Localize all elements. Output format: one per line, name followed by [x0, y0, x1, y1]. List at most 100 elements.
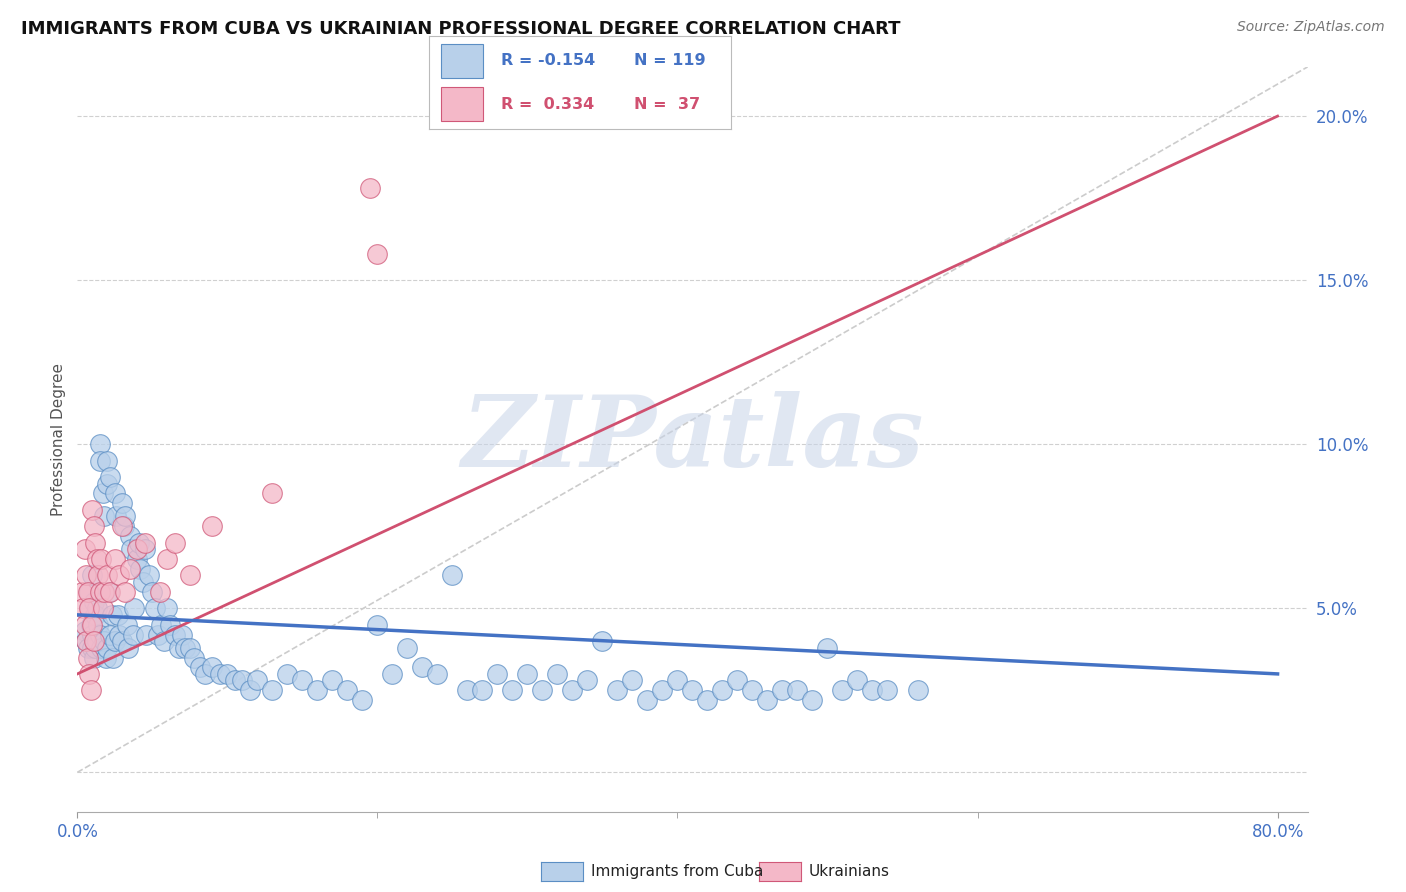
Point [772, 683, 794, 698]
Point [846, 673, 869, 688]
Point [321, 673, 343, 688]
Point [96, 640, 118, 655]
Point [149, 585, 172, 599]
Point [651, 683, 673, 698]
Point [194, 667, 217, 681]
Point [128, 535, 150, 549]
Point [87, 568, 110, 582]
Point [111, 634, 134, 648]
Point [727, 673, 749, 688]
Point [262, 683, 284, 698]
Text: R =  0.334: R = 0.334 [502, 96, 595, 112]
Point [163, 627, 186, 641]
Point [456, 683, 478, 698]
Point [120, 542, 142, 557]
Point [96, 568, 118, 582]
Point [98, 627, 121, 641]
Point [73, 542, 96, 557]
Point [696, 693, 718, 707]
Point [239, 683, 262, 698]
Point [246, 673, 269, 688]
Point [75, 634, 97, 648]
Point [84, 607, 107, 622]
Point [111, 496, 134, 510]
Point [73, 617, 96, 632]
Point [486, 667, 509, 681]
Point [141, 585, 163, 599]
Point [80, 617, 103, 632]
Point [366, 247, 388, 261]
Point [93, 509, 115, 524]
Text: Source: ZipAtlas.com: Source: ZipAtlas.com [1237, 20, 1385, 34]
Text: IMMIGRANTS FROM CUBA VS UKRAINIAN PROFESSIONAL DEGREE CORRELATION CHART: IMMIGRANTS FROM CUBA VS UKRAINIAN PROFES… [21, 20, 901, 37]
Point [98, 470, 121, 484]
Point [217, 667, 239, 681]
Point [231, 673, 253, 688]
Point [108, 568, 131, 582]
Point [134, 542, 156, 557]
Point [127, 542, 149, 557]
Point [76, 640, 98, 655]
Point [359, 181, 381, 195]
Point [531, 683, 554, 698]
Point [90, 552, 112, 566]
Point [159, 617, 181, 632]
Point [179, 640, 201, 655]
Point [94, 650, 117, 665]
Point [208, 667, 231, 681]
Point [666, 673, 689, 688]
Point [291, 673, 314, 688]
Point [546, 667, 568, 681]
Point [135, 627, 157, 641]
Point [114, 585, 136, 599]
Point [441, 568, 464, 582]
Point [84, 535, 107, 549]
Point [90, 640, 112, 655]
Point [396, 640, 419, 655]
Point [91, 486, 114, 500]
Point [98, 585, 121, 599]
Point [756, 693, 779, 707]
Point [150, 617, 173, 632]
Point [143, 601, 166, 615]
Point [96, 476, 118, 491]
Point [114, 509, 136, 524]
Point [76, 650, 98, 665]
Point [101, 607, 124, 622]
Point [83, 650, 105, 665]
Point [817, 640, 839, 655]
Point [104, 634, 127, 648]
Point [876, 683, 898, 698]
Point [82, 627, 104, 641]
Bar [441, 44, 484, 78]
Point [79, 585, 101, 599]
Point [107, 607, 129, 622]
Point [84, 640, 107, 655]
Point [471, 683, 494, 698]
Point [127, 552, 149, 566]
Point [862, 683, 884, 698]
Point [89, 585, 111, 599]
Point [118, 529, 141, 543]
Point [183, 650, 205, 665]
Point [96, 453, 118, 467]
Point [606, 683, 628, 698]
Point [352, 693, 374, 707]
Point [174, 640, 197, 655]
Point [636, 693, 658, 707]
Point [163, 535, 186, 549]
Point [105, 509, 128, 524]
Point [72, 601, 94, 615]
Point [682, 683, 704, 698]
Point [89, 453, 111, 467]
Point [91, 601, 114, 615]
Point [336, 683, 359, 698]
Point [124, 601, 146, 615]
Point [82, 568, 104, 582]
Point [104, 552, 127, 566]
Bar [441, 87, 484, 121]
Point [111, 519, 134, 533]
Text: Ukrainians: Ukrainians [808, 864, 890, 879]
Point [86, 601, 108, 615]
Point [907, 683, 929, 698]
